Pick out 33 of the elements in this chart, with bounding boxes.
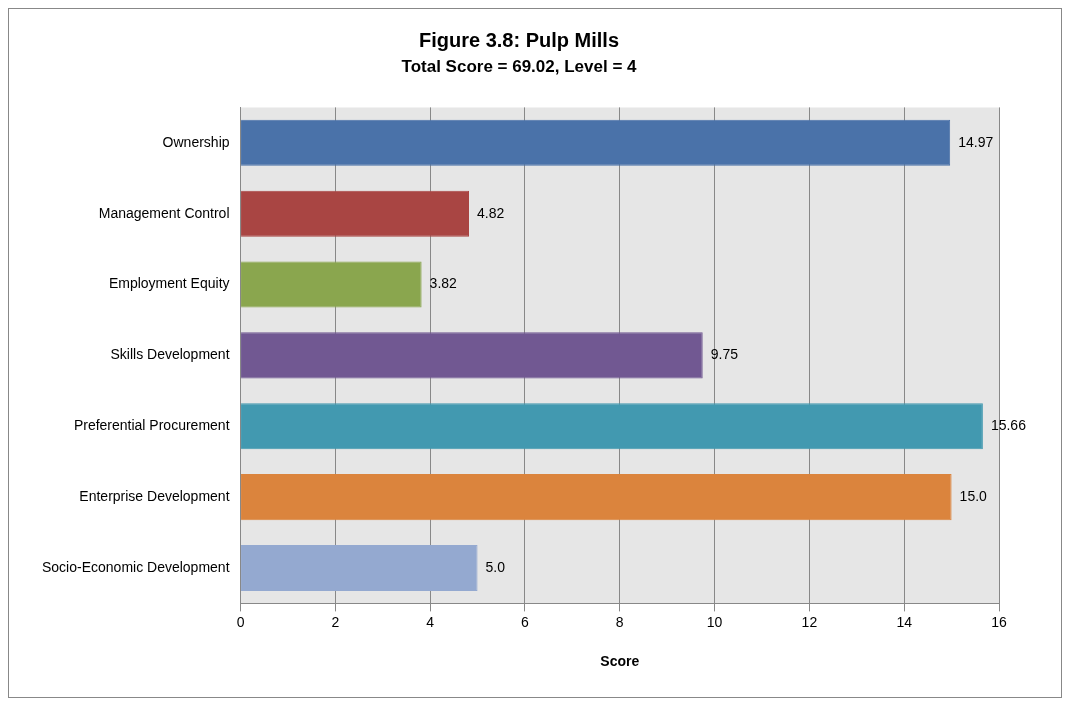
data-label: 15.66 — [990, 417, 1027, 434]
y-tick-label: Preferential Procurement — [73, 417, 230, 434]
data-label: 5.0 — [485, 558, 506, 575]
x-tick-label: 16 — [991, 613, 1007, 630]
x-tick-label: 0 — [236, 613, 245, 630]
data-label: 4.82 — [477, 204, 505, 221]
x-tick-label: 4 — [426, 613, 435, 630]
x-tick-label: 14 — [896, 613, 913, 630]
x-tick-label: 10 — [706, 613, 723, 630]
chart-subtitle: Total Score = 69.02, Level = 4 — [401, 56, 638, 76]
x-tick-label: 12 — [801, 613, 818, 630]
data-label: 9.75 — [710, 346, 739, 363]
bar — [241, 544, 478, 591]
bar — [241, 403, 983, 450]
y-tick-label: Skills Development — [110, 346, 230, 363]
bar — [241, 474, 952, 521]
chart-title: Figure 3.8: Pulp Mills — [418, 28, 620, 51]
bar — [241, 332, 703, 379]
x-axis-title: Score — [600, 653, 640, 670]
bar — [241, 190, 470, 237]
y-tick-label: Enterprise Development — [79, 487, 230, 504]
bar — [241, 119, 951, 166]
y-tick-label: Employment Equity — [108, 275, 230, 292]
y-tick-label: Management Control — [98, 204, 230, 221]
x-tick-label: 8 — [615, 613, 624, 630]
data-label: 14.97 — [958, 133, 994, 150]
data-label: 15.0 — [959, 487, 988, 504]
x-tick-label: 2 — [331, 613, 340, 630]
y-tick-label: Socio-Economic Development — [42, 558, 230, 575]
x-tick-label: 6 — [521, 613, 530, 630]
data-label: 3.82 — [429, 275, 458, 292]
bar — [241, 261, 422, 308]
y-tick-label: Ownership — [162, 133, 230, 150]
